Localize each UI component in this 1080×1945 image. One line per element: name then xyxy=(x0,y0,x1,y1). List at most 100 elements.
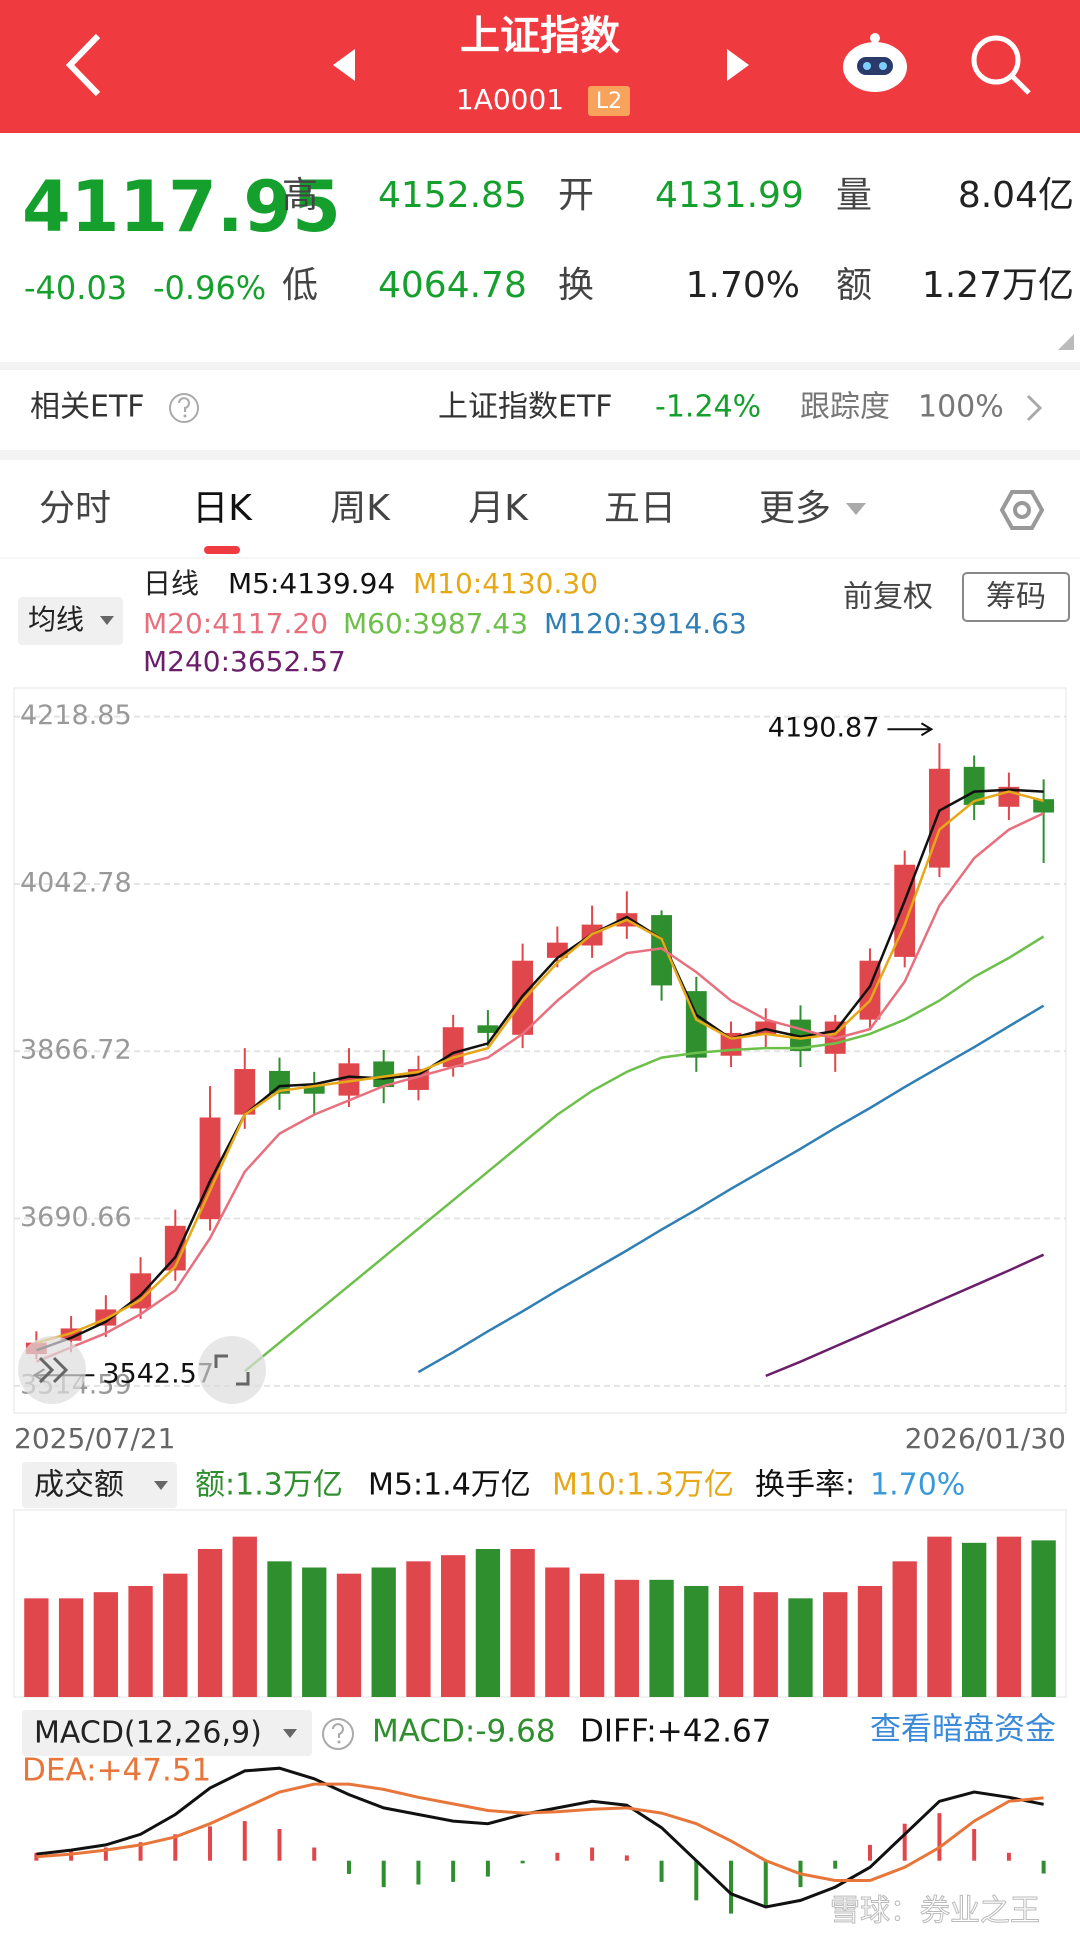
watermark: 雪球：券业之王 xyxy=(830,1894,1040,1929)
field-value: 4152.85 xyxy=(378,175,527,216)
field-label: 低 xyxy=(282,265,318,306)
field-value: 8.04亿 xyxy=(958,175,1074,216)
macd-bar xyxy=(729,1860,734,1914)
macd-bar xyxy=(242,1821,247,1861)
settings-button[interactable] xyxy=(999,490,1045,530)
legend-entry: 1.70% xyxy=(870,1468,965,1503)
volume-bar xyxy=(197,1549,223,1697)
title: 上证指数 xyxy=(460,13,620,59)
legend-entry: M240:3652.57 xyxy=(143,645,346,678)
macd-bar xyxy=(381,1860,386,1888)
macd-bar xyxy=(1041,1860,1046,1874)
macd-bar xyxy=(416,1860,421,1885)
x-tick-label: 2025/07/21 xyxy=(14,1422,175,1455)
etf-name[interactable]: 上证指数ETF xyxy=(438,390,613,425)
legend-entry: DIFF:+42.67 xyxy=(580,1714,771,1750)
legend-entry: M5:1.4万亿 xyxy=(368,1468,531,1503)
search-button[interactable] xyxy=(971,35,1031,95)
macd-bar xyxy=(485,1860,490,1877)
ma-button-bg[interactable] xyxy=(18,597,123,645)
help-icon[interactable] xyxy=(322,1718,354,1750)
macd-bar xyxy=(346,1860,351,1874)
tab[interactable]: 月K xyxy=(468,488,529,529)
change: -40.03 xyxy=(24,269,127,307)
expand-button[interactable] xyxy=(198,1336,266,1404)
legend-entry: M10:1.3万亿 xyxy=(552,1468,734,1503)
macd-bar xyxy=(451,1860,456,1882)
macd-bar xyxy=(312,1847,317,1861)
ma-line xyxy=(35,788,1044,1352)
overlay-buttons xyxy=(18,1336,266,1404)
volume-bar xyxy=(753,1592,778,1697)
macd-bar xyxy=(1006,1852,1011,1861)
macd-bar xyxy=(867,1844,872,1861)
macd-bar xyxy=(103,1847,108,1861)
chip-button[interactable]: 筹码 xyxy=(986,580,1046,615)
volume-button-bg[interactable] xyxy=(22,1462,177,1508)
adjust[interactable]: 前复权 xyxy=(843,580,933,615)
y-tick-label: 3690.66 xyxy=(20,1202,132,1233)
candle-body xyxy=(373,1061,395,1088)
assistant-icon[interactable] xyxy=(843,33,907,92)
volume-bar xyxy=(927,1536,952,1697)
ma-line xyxy=(36,790,1044,1344)
field-value: 1.27万亿 xyxy=(922,265,1074,306)
help-icon[interactable] xyxy=(169,393,199,423)
back-button[interactable] xyxy=(65,33,101,97)
expand-icon xyxy=(236,1372,250,1386)
code: 1A0001 xyxy=(456,83,564,116)
volume-title[interactable]: 成交额 xyxy=(34,1468,124,1503)
legend-entry: MACD:-9.68 xyxy=(372,1714,556,1750)
macd-bar xyxy=(937,1813,942,1861)
volume-bar xyxy=(163,1573,188,1697)
tab[interactable]: 更多 xyxy=(759,488,831,529)
etf-chevron[interactable] xyxy=(1026,394,1043,422)
field-value: 4131.99 xyxy=(655,175,804,216)
volume-bar xyxy=(962,1542,987,1697)
macd-button-bg[interactable] xyxy=(22,1710,312,1756)
tracking: 100% xyxy=(918,390,1004,425)
macd-title[interactable]: MACD(12,26,9) xyxy=(34,1716,262,1751)
macd-bar xyxy=(138,1842,143,1861)
change-pct: -0.96% xyxy=(153,269,266,307)
legend-entry: M5:4139.94 xyxy=(228,567,395,600)
ma-button[interactable]: 均线 xyxy=(28,603,84,636)
volume-bar xyxy=(24,1598,49,1697)
field-label: 高 xyxy=(282,175,318,216)
volume-bar xyxy=(996,1536,1022,1697)
volume-bar xyxy=(441,1555,466,1697)
tab-active[interactable]: 日K xyxy=(192,488,253,529)
candle-body xyxy=(1033,799,1055,813)
dark-pool-link[interactable]: 查看暗盘资金 xyxy=(870,1712,1056,1748)
macd-bar xyxy=(972,1829,977,1861)
macd-bar xyxy=(694,1860,699,1901)
macd-bar xyxy=(590,1847,595,1861)
volume-bar xyxy=(232,1536,257,1697)
scroll-icon xyxy=(52,1356,69,1384)
legend-title: 日线 xyxy=(143,567,199,600)
price: 4117.95 xyxy=(22,166,341,248)
tab[interactable]: 周K xyxy=(330,488,391,529)
chip-button-bg[interactable] xyxy=(962,572,1070,622)
etf-change: -1.24% xyxy=(655,390,761,425)
legend-entry: DEA:+47.51 xyxy=(22,1753,211,1789)
candle-body xyxy=(477,1025,499,1033)
next-button[interactable] xyxy=(727,49,749,81)
macd-bar xyxy=(34,1852,39,1861)
macd-bar xyxy=(277,1829,282,1861)
volume-bar xyxy=(857,1586,883,1697)
tab[interactable]: 五日 xyxy=(604,488,676,529)
volume-bar xyxy=(1031,1540,1056,1697)
candle-body xyxy=(269,1070,290,1094)
prev-button[interactable] xyxy=(333,49,355,81)
volume-bar xyxy=(371,1567,396,1697)
tab[interactable]: 分时 xyxy=(39,488,111,529)
candle-body xyxy=(164,1225,186,1271)
volume-bar xyxy=(823,1592,848,1697)
badge: L2 xyxy=(596,89,622,114)
dropdown-arrow xyxy=(283,1729,297,1738)
volume-bar xyxy=(475,1549,501,1697)
y-tick-label: 3866.72 xyxy=(20,1035,132,1066)
candle-body xyxy=(234,1069,256,1115)
legend-entry: M10:4130.30 xyxy=(413,567,598,600)
